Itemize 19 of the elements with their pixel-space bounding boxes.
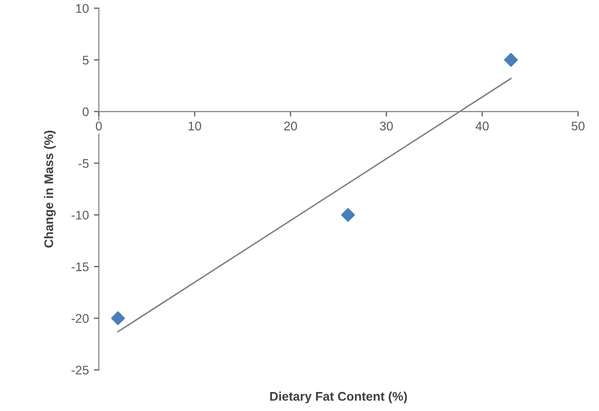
x-tick-label: 10 bbox=[188, 122, 202, 130]
y-axis-title: Change in Mass (%) bbox=[44, 130, 56, 248]
x-axis-title: Dietary Fat Content (%) bbox=[270, 392, 407, 404]
x-tick-label: 40 bbox=[476, 122, 489, 130]
y-tick-label: 10 bbox=[76, 4, 89, 13]
y-tick-label: -15 bbox=[72, 262, 89, 272]
y-tick-label: 5 bbox=[82, 56, 89, 65]
x-tick-label: 20 bbox=[284, 122, 297, 130]
y-tick-label: -10 bbox=[72, 210, 89, 220]
y-tick-label: -5 bbox=[78, 159, 89, 168]
point bbox=[111, 311, 125, 326]
x-tick-label: 0 bbox=[96, 122, 102, 130]
y-tick-label: 0 bbox=[82, 107, 89, 116]
y-tick-label: -25 bbox=[72, 366, 89, 375]
x-tick-label: 50 bbox=[572, 122, 584, 130]
point bbox=[341, 208, 355, 222]
x-tick-label: 30 bbox=[380, 122, 393, 130]
point bbox=[504, 52, 518, 67]
y-tick-label: -20 bbox=[72, 314, 89, 323]
